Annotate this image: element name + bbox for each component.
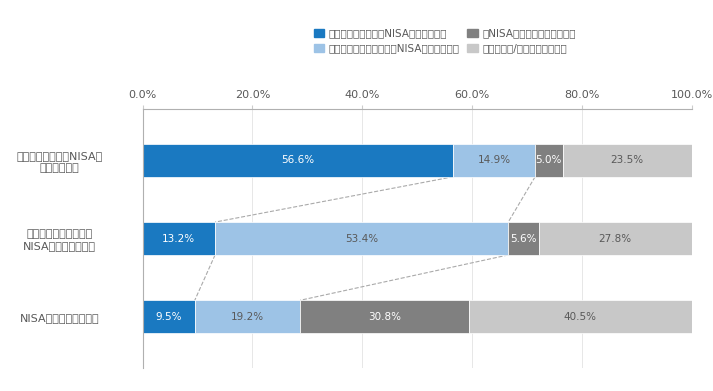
Bar bbox=[300, 300, 469, 333]
Text: 27.8%: 27.8% bbox=[599, 233, 632, 244]
Bar bbox=[143, 144, 453, 177]
Text: 14.9%: 14.9% bbox=[478, 155, 511, 165]
Text: 19.2%: 19.2% bbox=[231, 312, 264, 322]
Bar bbox=[215, 222, 508, 255]
Bar bbox=[539, 222, 692, 255]
Text: 9.5%: 9.5% bbox=[155, 312, 182, 322]
Text: 53.4%: 53.4% bbox=[345, 233, 378, 244]
Text: 56.6%: 56.6% bbox=[282, 155, 314, 165]
Text: 40.5%: 40.5% bbox=[564, 312, 597, 322]
Bar bbox=[535, 144, 563, 177]
Text: 5.0%: 5.0% bbox=[535, 155, 562, 165]
Legend: 対象の証券会社で新NISAを利用したい, 対象の証券会社以外で新NISAを利用したい, 新NISAを利用する予定はない, わからない/まだ決めていない: 対象の証券会社で新NISAを利用したい, 対象の証券会社以外で新NISAを利用し… bbox=[309, 24, 580, 58]
Bar bbox=[143, 300, 195, 333]
Text: 23.5%: 23.5% bbox=[610, 155, 644, 165]
Text: 30.8%: 30.8% bbox=[368, 312, 401, 322]
Bar bbox=[143, 222, 215, 255]
Bar bbox=[469, 300, 692, 333]
Bar bbox=[563, 144, 692, 177]
Text: 13.2%: 13.2% bbox=[163, 233, 195, 244]
Text: 5.6%: 5.6% bbox=[511, 233, 537, 244]
Bar bbox=[195, 300, 300, 333]
Bar bbox=[453, 144, 535, 177]
Bar bbox=[508, 222, 539, 255]
